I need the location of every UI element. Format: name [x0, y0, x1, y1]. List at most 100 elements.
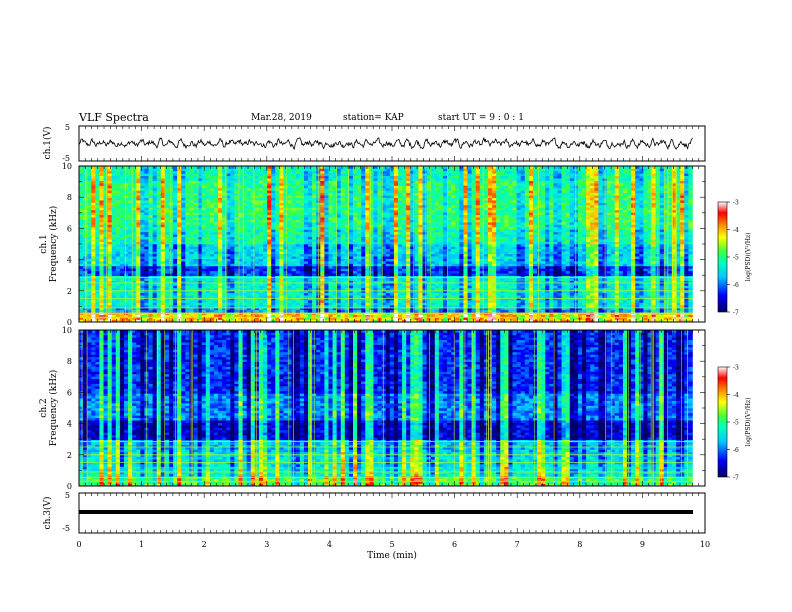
spectrogram-cell: [230, 170, 235, 174]
spectrogram-cell: [87, 202, 92, 206]
spectrogram-cell: [222, 261, 227, 264]
spectrogram-cell: [373, 280, 378, 284]
spectrogram-cell: [324, 209, 329, 213]
spectrogram-cell: [95, 214, 100, 218]
spectrogram-cell: [308, 180, 313, 184]
spectrogram-cell: [312, 244, 317, 247]
spectrogram-cell: [230, 273, 235, 276]
spectrogram-cell: [95, 314, 100, 318]
spectrogram-cell: [238, 170, 243, 174]
spectrogram-cell: [87, 209, 92, 213]
spectrogram-cell: [213, 268, 219, 272]
spectrogram-cell: [193, 290, 198, 294]
spectrogram-cell: [136, 278, 141, 281]
spectrogram-cell: [267, 283, 272, 286]
spectrogram-cell: [123, 168, 129, 172]
spectrogram-cell: [365, 278, 370, 281]
spectrogram-cell: [148, 251, 153, 255]
spectrogram-cell: [234, 246, 239, 250]
spectrogram-cell: [189, 200, 194, 203]
spectrogram-cell: [308, 241, 313, 245]
spectrogram-cell: [148, 217, 153, 220]
spectrogram-cell: [267, 180, 272, 184]
spectrogram-cell: [148, 185, 153, 189]
spectrogram-cell: [312, 246, 317, 250]
spectrogram-cell: [344, 234, 350, 237]
spectrogram-cell: [340, 170, 346, 174]
spectrogram-cell: [119, 280, 125, 284]
spectrogram-cell: [177, 295, 182, 298]
spectrogram-cell: [201, 268, 207, 272]
spectrogram-cell: [250, 224, 256, 228]
spectrogram-cell: [303, 261, 309, 264]
header-station: station= KAP: [343, 113, 404, 123]
spectrogram-cell: [254, 314, 260, 318]
spectrogram-cell: [299, 314, 305, 318]
spectrogram-cell: [132, 287, 137, 291]
spectrogram-cell: [213, 214, 219, 218]
spectrogram-cell: [246, 224, 252, 228]
spectrogram-cell: [185, 231, 190, 235]
spectrogram-cell: [373, 268, 378, 272]
spectrogram-cell: [336, 170, 342, 174]
spectrogram-cell: [312, 217, 317, 220]
spectrogram-cell: [340, 283, 346, 286]
spectrogram-cell: [111, 187, 117, 191]
spectrogram-cell: [152, 261, 158, 264]
spectrogram-cell: [103, 258, 108, 262]
spectrogram-cell: [332, 190, 337, 194]
spectrogram-cell: [303, 205, 309, 208]
spectrogram-cell: [185, 302, 190, 306]
spectrogram-cell: [308, 317, 313, 320]
spectrogram-cell: [332, 251, 337, 255]
spectrogram-cell: [128, 207, 133, 211]
spectrogram-cell: [160, 183, 166, 186]
ch1-ytick-top: 5: [65, 123, 70, 132]
spectrogram-cell: [201, 256, 207, 259]
spectrogram-cell: [99, 168, 104, 172]
spectrogram-cell: [189, 214, 194, 218]
spectrogram-cell: [205, 290, 211, 294]
spectrogram-cell: [128, 166, 133, 169]
spectrogram-cell: [332, 229, 337, 233]
spectrogram-cell: [115, 295, 121, 298]
spectrogram-cell: [205, 248, 211, 252]
spectrogram-cell: [381, 302, 387, 306]
spectrogram-cell: [201, 178, 207, 181]
spectrogram-cell: [99, 258, 104, 262]
spectrogram-cell: [320, 239, 325, 242]
spectrogram-cell: [197, 224, 202, 228]
spectrogram-cell: [177, 226, 182, 230]
spectrogram-cell: [283, 309, 288, 313]
spectrogram-cell: [218, 166, 223, 169]
spectrogram-cell: [91, 197, 96, 201]
spectrogram-cell: [287, 309, 292, 313]
spectrogram-cell: [181, 226, 186, 230]
spectrogram-cell: [226, 292, 231, 296]
spectrogram-cell: [136, 256, 141, 259]
spectrogram-cell: [365, 173, 370, 177]
spectrogram-cell: [164, 295, 170, 298]
spectrogram-cell: [365, 229, 370, 233]
spectrogram-cell: [246, 229, 252, 233]
spectrogram-cell: [185, 180, 190, 184]
spectrogram-cell: [140, 212, 145, 216]
spectrogram-cell: [242, 190, 247, 194]
spectrogram-cell: [156, 202, 162, 206]
spectrogram-cell: [222, 178, 227, 181]
spectrogram-cell: [152, 270, 158, 274]
spectrogram-cell: [140, 222, 145, 225]
spectrogram-cell: [308, 244, 313, 247]
spectrogram-cell: [123, 197, 129, 201]
spectrogram-cell: [381, 253, 387, 257]
spectrogram-cell: [79, 185, 84, 189]
spectrogram-cell: [226, 258, 231, 262]
spectrogram-cell: [267, 183, 272, 186]
spectrogram-cell: [336, 244, 342, 247]
spectrogram-cell: [213, 183, 219, 186]
spectrogram-cell: [365, 207, 370, 211]
spectrogram-cell: [348, 192, 354, 196]
spectrogram-cell: [344, 187, 350, 191]
spectrogram-cell: [381, 317, 387, 320]
spectrogram-cell: [303, 317, 309, 320]
